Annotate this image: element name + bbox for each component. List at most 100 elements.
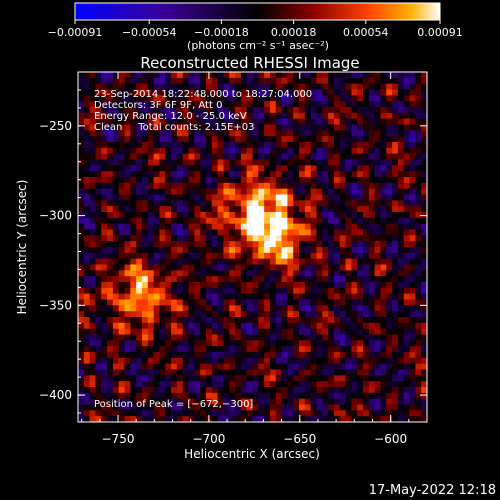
heatmap-cell (333, 311, 341, 318)
heatmap-cell (223, 95, 230, 102)
heatmap-cell (194, 416, 201, 422)
heatmap-cell (107, 369, 114, 376)
heatmap-cell (264, 287, 271, 295)
heatmap-cell (124, 142, 131, 149)
heatmap-cell (357, 217, 364, 225)
heatmap-cell (252, 72, 259, 79)
x-tick-label: −650 (283, 432, 316, 446)
heatmap-cell (176, 77, 184, 85)
heatmap-cell (176, 352, 184, 359)
heatmap-cell (409, 328, 416, 335)
heatmap-cell (299, 375, 306, 382)
heatmap-cell (368, 282, 376, 289)
heatmap-cell (310, 282, 317, 289)
heatmap-cell (136, 282, 143, 289)
heatmap-cell (293, 188, 300, 195)
heatmap-cell (392, 258, 399, 265)
heatmap-cell (322, 258, 329, 265)
heatmap-cell (310, 352, 317, 359)
heatmap-cell (240, 305, 248, 312)
heatmap-cell (246, 357, 253, 365)
heatmap-cell (240, 404, 248, 411)
heatmap-cell (188, 328, 195, 335)
heatmap-cell (136, 112, 143, 120)
heatmap-cell (368, 171, 376, 178)
heatmap-cell (392, 223, 399, 230)
heatmap-cell (165, 124, 172, 131)
heatmap-cell (107, 352, 114, 359)
colorbar-tick-label: −0.00091 (48, 26, 103, 39)
heatmap-cell (316, 89, 323, 96)
heatmap-cell (374, 118, 381, 125)
heatmap-cell (194, 293, 201, 300)
heatmap-cell (357, 287, 364, 295)
heatmap-cell (269, 223, 277, 230)
heatmap-cell (316, 241, 323, 248)
heatmap-cell (83, 118, 91, 125)
heatmap-cell (223, 72, 230, 79)
heatmap-cell (78, 392, 85, 400)
heatmap-cell (287, 83, 294, 90)
heatmap-cell (380, 136, 387, 143)
heatmap-cell (258, 177, 265, 184)
heatmap-cell (89, 136, 96, 143)
heatmap-cell (182, 217, 189, 225)
heatmap-cell (269, 200, 277, 207)
heatmap-cell (328, 287, 335, 295)
heatmap-cell (339, 381, 346, 388)
heatmap-cell (310, 124, 317, 131)
heatmap-cell (345, 212, 352, 219)
heatmap-cell (322, 264, 329, 271)
heatmap-cell (380, 357, 387, 365)
heatmap-cell (153, 77, 160, 85)
heatmap-cell (316, 153, 323, 160)
heatmap-cell (124, 112, 131, 120)
heatmap-cell (397, 83, 405, 90)
heatmap-cell (328, 322, 335, 330)
heatmap-cell (357, 72, 364, 79)
heatmap-cell (136, 410, 143, 417)
heatmap-cell (200, 153, 207, 160)
heatmap-cell (392, 77, 399, 85)
heatmap-cell (188, 188, 195, 195)
heatmap-cell (223, 340, 230, 347)
heatmap-cell (211, 404, 218, 411)
heatmap-cell (339, 293, 346, 300)
heatmap-cell (159, 311, 166, 318)
heatmap-cell (403, 252, 410, 260)
heatmap-cell (211, 159, 218, 166)
heatmap-cell (363, 124, 370, 131)
heatmap-cell (322, 136, 329, 143)
heatmap-cell (252, 322, 259, 330)
heatmap-cell (304, 305, 312, 312)
heatmap-cell (328, 299, 335, 306)
heatmap-cell (293, 247, 300, 254)
heatmap-cell (83, 147, 91, 155)
heatmap-cell (374, 223, 381, 230)
heatmap-cell (421, 264, 427, 271)
heatmap-cell (258, 247, 265, 254)
heatmap-cell (194, 404, 201, 411)
heatmap-cell (328, 247, 335, 254)
heatmap-cell (299, 276, 306, 283)
heatmap-cell (293, 258, 300, 265)
heatmap-cell (409, 299, 416, 306)
heatmap-cell (171, 369, 178, 376)
heatmap-cell (397, 247, 405, 254)
heatmap-cell (421, 83, 427, 90)
heatmap-cell (374, 142, 381, 149)
heatmap-cell (229, 101, 236, 108)
heatmap-cell (357, 276, 364, 283)
heatmap-cell (205, 112, 213, 120)
heatmap-cell (269, 95, 277, 102)
heatmap-cell (281, 404, 288, 411)
heatmap-cell (153, 387, 160, 394)
heatmap-cell (246, 311, 253, 318)
heatmap-cell (246, 334, 253, 341)
heatmap-cell (235, 252, 242, 260)
heatmap-cell (141, 95, 149, 102)
heatmap-cell (153, 276, 160, 283)
heatmap-cell (345, 270, 352, 277)
heatmap-cell (223, 124, 230, 131)
heatmap-cell (275, 217, 282, 225)
